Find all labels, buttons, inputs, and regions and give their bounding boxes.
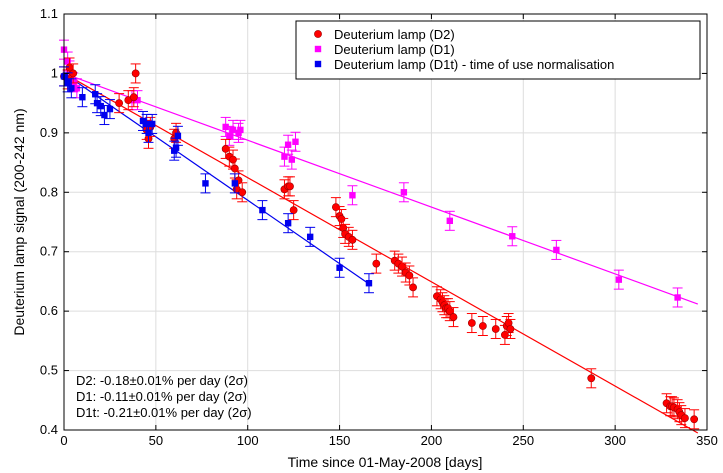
- data-point-d1t: [200, 173, 211, 194]
- data-point-d2: [466, 313, 477, 334]
- fit-line-d1t: [63, 72, 368, 284]
- annotation-d1t-rate: D1t: -0.21±0.01% per day (2σ): [76, 405, 252, 420]
- data-point-d1t: [66, 78, 77, 99]
- x-tick-label: 350: [696, 433, 718, 448]
- legend-marker-d2: [314, 30, 322, 38]
- legend-label-d1t: Deuterium lamp (D1t) - time of use norma…: [334, 57, 614, 72]
- data-point-d1: [613, 269, 624, 290]
- y-tick-label: 0.6: [40, 303, 58, 318]
- fit-line-d2: [63, 72, 699, 434]
- axis-ticks: 0 50 100 150 200 250 300 350 0.4 0.5 0.6 0.7 0.8 0.9 1…: [40, 6, 718, 448]
- y-tick-label: 1.1: [40, 6, 58, 21]
- x-tick-label: 150: [329, 433, 351, 448]
- data-point-d2: [130, 63, 141, 84]
- annotation-d2-rate: D2: -0.18±0.01% per day (2σ): [76, 373, 248, 388]
- data-point-d1t: [172, 125, 183, 146]
- data-point-d2: [288, 200, 299, 221]
- y-tick-label: 0.4: [40, 422, 58, 437]
- x-tick-label: 300: [604, 433, 626, 448]
- data-points: [59, 39, 700, 430]
- annotations: D2: -0.18±0.01% per day (2σ) D1: -0.11±0…: [76, 373, 252, 420]
- data-point-d1t: [77, 87, 88, 108]
- plot-frame: [63, 13, 708, 431]
- y-tick-label: 0.9: [40, 125, 58, 140]
- data-point-d2: [408, 277, 419, 298]
- data-point-d1t: [147, 113, 158, 134]
- legend-markers: [314, 30, 322, 68]
- data-point-d1t: [334, 257, 345, 278]
- legend-box: [295, 20, 701, 80]
- data-point-d1: [551, 239, 562, 260]
- data-point-d1: [347, 185, 358, 206]
- data-point-d1: [398, 182, 409, 203]
- data-point-d2: [114, 93, 125, 114]
- data-point-d2: [477, 315, 488, 337]
- y-tick-label: 1: [51, 65, 58, 80]
- data-point-d2: [448, 307, 459, 328]
- x-tick-label: 200: [421, 433, 443, 448]
- data-point-d2: [330, 197, 341, 218]
- data-point-d1t: [95, 96, 106, 117]
- x-tick-label: 0: [60, 433, 67, 448]
- data-point-d1: [235, 119, 246, 140]
- data-point-d1: [290, 131, 301, 152]
- data-point-d2: [347, 229, 358, 250]
- data-point-d2: [679, 408, 690, 429]
- data-point-d1: [507, 226, 518, 247]
- x-tick-label: 50: [149, 433, 163, 448]
- data-point-d1: [672, 287, 683, 308]
- data-point-d1t: [257, 200, 268, 221]
- data-point-d2: [128, 87, 139, 108]
- x-tick-label: 250: [512, 433, 534, 448]
- data-point-d2: [689, 409, 700, 430]
- y-tick-label: 0.7: [40, 244, 58, 259]
- data-point-d2: [68, 63, 79, 84]
- legend-label-d1: Deuterium lamp (D1): [334, 42, 455, 57]
- data-point-d2: [505, 318, 516, 339]
- legend: Deuterium lamp (D2) Deuterium lamp (D1) …: [295, 20, 701, 80]
- data-point-d1t: [104, 99, 115, 120]
- data-point-d2: [237, 182, 248, 203]
- data-point-d2: [490, 318, 501, 339]
- x-tick-label: 100: [237, 433, 259, 448]
- fit-line-d1: [63, 72, 699, 305]
- data-point-d1t: [99, 105, 110, 126]
- legend-label-d2: Deuterium lamp (D2): [334, 27, 455, 42]
- y-tick-label: 0.8: [40, 184, 58, 199]
- data-point-d1t: [305, 226, 316, 247]
- data-point-d1t: [283, 213, 294, 234]
- data-point-d2: [586, 368, 597, 389]
- legend-marker-d1t: [314, 60, 322, 68]
- data-point-d1t: [229, 173, 240, 194]
- y-axis-label: Deuterium lamp signal (200-242 nm): [11, 108, 27, 335]
- data-point-d1: [444, 210, 455, 231]
- legend-marker-d1: [314, 45, 322, 53]
- data-point-d1t: [363, 273, 374, 294]
- fit-lines: [63, 72, 699, 434]
- y-tick-label: 0.5: [40, 363, 58, 378]
- data-point-d2: [284, 176, 295, 197]
- x-axis-label: Time since 01-May-2008 [days]: [288, 454, 483, 470]
- annotation-d1-rate: D1: -0.11±0.01% per day (2σ): [76, 389, 247, 404]
- data-point-d2: [371, 253, 382, 274]
